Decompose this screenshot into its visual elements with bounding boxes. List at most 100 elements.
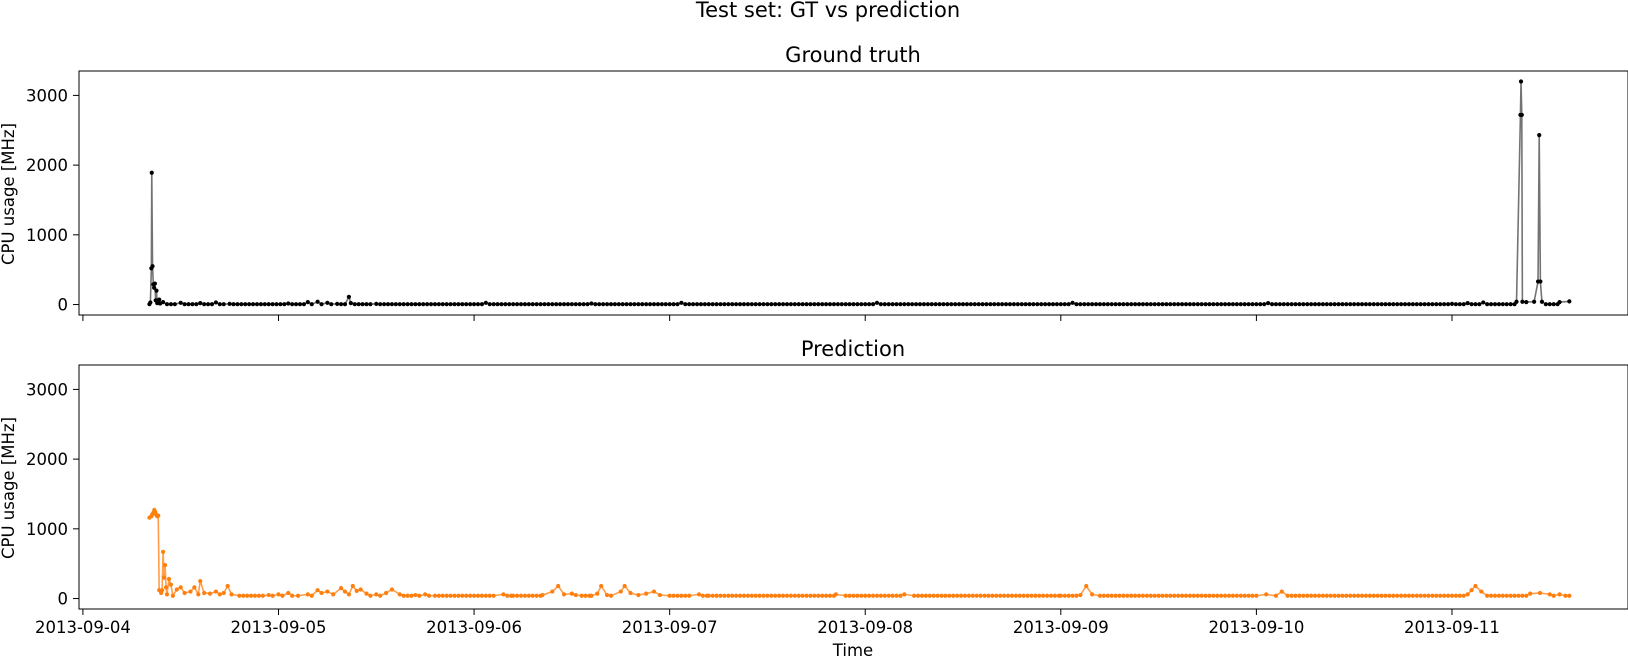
prediction-data-point — [749, 593, 754, 598]
prediction-data-point — [882, 593, 887, 598]
prediction-data-point — [522, 593, 528, 598]
prediction-data-point — [990, 593, 995, 598]
ground-truth-data-point — [1195, 302, 1200, 307]
prediction-data-point — [1492, 593, 1498, 598]
prediction-data-point — [644, 591, 649, 596]
prediction-data-point — [890, 593, 895, 598]
ground-truth-data-point — [867, 302, 872, 307]
ground-truth-data-point — [217, 302, 222, 307]
ground-truth-data-point — [1430, 302, 1435, 307]
ground-truth-data-point — [1234, 302, 1239, 307]
ground-truth-series-line — [148, 80, 1570, 305]
prediction-data-point — [401, 593, 406, 598]
ground-truth-y-tick-label: 0 — [58, 296, 69, 315]
prediction-data-point — [1097, 593, 1103, 598]
prediction-data-point — [1399, 593, 1404, 598]
ground-truth-data-point — [182, 302, 187, 307]
prediction-data-point — [745, 593, 750, 598]
prediction-data-point — [1356, 593, 1361, 598]
ground-truth-data-point — [863, 302, 868, 307]
ground-truth-data-point — [632, 302, 637, 307]
prediction-data-point — [1469, 588, 1474, 593]
ground-truth-data-point — [335, 301, 340, 306]
ground-truth-data-point — [417, 302, 422, 307]
ground-truth-data-point — [1238, 302, 1243, 307]
ground-truth-data-point — [250, 302, 256, 307]
ground-truth-data-point — [804, 302, 809, 307]
prediction-data-point — [1113, 593, 1118, 598]
x-tick-label: 2013-09-05 — [231, 618, 327, 637]
prediction-data-point — [166, 576, 172, 582]
prediction-data-point — [675, 593, 680, 598]
prediction-data-point — [315, 588, 320, 593]
ground-truth-data-point — [796, 302, 801, 307]
prediction-data-point — [280, 593, 285, 598]
prediction-data-point — [1305, 593, 1310, 598]
prediction-data-point — [350, 583, 355, 589]
ground-truth-data-point — [194, 302, 199, 307]
ground-truth-data-point — [745, 302, 750, 307]
ground-truth-data-point — [405, 302, 410, 307]
prediction-data-point — [726, 593, 731, 598]
prediction-y-tick-label: 0 — [58, 590, 69, 609]
prediction-data-point — [1105, 593, 1110, 598]
ground-truth-data-point — [235, 302, 240, 307]
prediction-y-tick-label: 1000 — [26, 520, 68, 539]
prediction-data-point — [1041, 593, 1046, 598]
ground-truth-data-point — [1183, 302, 1189, 307]
ground-truth-data-point — [1152, 302, 1157, 307]
ground-truth-data-point — [706, 302, 711, 307]
ground-truth-data-point — [538, 302, 543, 307]
prediction-data-point — [1391, 593, 1396, 598]
prediction-data-point — [927, 593, 932, 598]
ground-truth-data-point — [385, 302, 391, 307]
prediction-data-point — [753, 593, 758, 598]
ground-truth-data-point — [691, 302, 696, 307]
prediction-data-point — [608, 593, 614, 598]
prediction-data-point — [1410, 593, 1415, 598]
ground-truth-data-point — [444, 302, 449, 307]
ground-truth-data-point — [1481, 300, 1486, 305]
ground-truth-data-point — [1539, 299, 1545, 304]
ground-truth-data-point — [1019, 302, 1024, 307]
ground-truth-data-point — [843, 302, 848, 307]
prediction-data-point — [1524, 593, 1529, 598]
prediction-data-point — [1297, 593, 1302, 598]
prediction-data-point — [843, 593, 848, 598]
ground-truth-data-point — [1445, 302, 1451, 307]
prediction-data-point — [1048, 593, 1054, 598]
ground-truth-data-point — [1266, 301, 1271, 306]
ground-truth-data-point — [1367, 302, 1372, 307]
prediction-data-point — [444, 593, 449, 598]
ground-truth-data-point — [1082, 302, 1087, 307]
prediction-data-point — [1406, 593, 1412, 598]
ground-truth-data-point — [157, 297, 162, 302]
ground-truth-data-point — [297, 302, 303, 307]
ground-truth-data-point — [546, 302, 551, 307]
prediction-data-point — [816, 593, 821, 598]
prediction-data-point — [518, 593, 524, 598]
ground-truth-data-point — [1054, 302, 1059, 307]
prediction-data-point — [714, 593, 719, 598]
ground-truth-data-point — [1301, 302, 1306, 307]
prediction-data-point — [1461, 593, 1466, 598]
prediction-data-point — [863, 593, 868, 598]
ground-truth-data-point — [859, 302, 864, 307]
ground-truth-data-point — [213, 300, 219, 305]
ground-truth-data-point — [1011, 302, 1016, 307]
ground-truth-data-point — [1309, 302, 1314, 307]
ground-truth-data-point — [824, 302, 829, 307]
prediction-data-point — [460, 593, 465, 598]
ground-truth-data-point — [651, 302, 657, 307]
ground-truth-data-point — [432, 302, 438, 307]
ground-truth-data-point — [1363, 302, 1369, 307]
prediction-data-point — [1148, 593, 1153, 598]
ground-truth-data-point — [1324, 302, 1329, 307]
prediction-data-point — [1434, 593, 1439, 598]
prediction-data-point — [931, 593, 936, 598]
ground-truth-data-point — [205, 302, 211, 307]
prediction-data-point — [405, 593, 410, 598]
prediction-data-point — [974, 593, 979, 598]
ground-truth-data-point — [1058, 302, 1063, 307]
prediction-data-point — [1250, 593, 1255, 598]
